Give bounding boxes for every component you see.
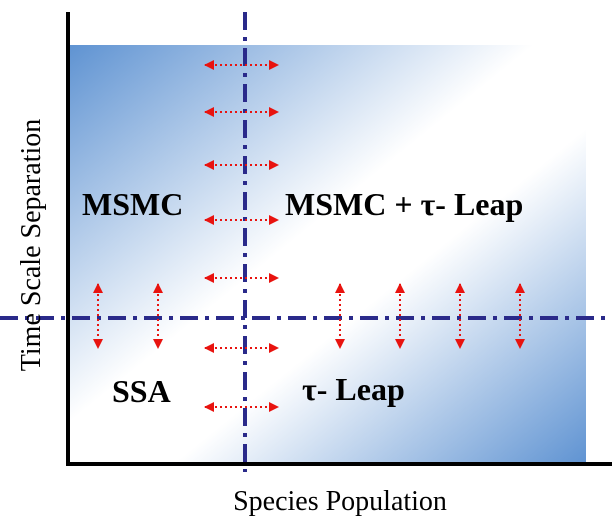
region-label: MSMC bbox=[82, 186, 183, 222]
vertical-arrows bbox=[93, 283, 525, 349]
y-axis-label: Time Scale Separation bbox=[16, 119, 47, 371]
region-label: MSMC + τ- Leap bbox=[285, 186, 523, 222]
background bbox=[70, 45, 586, 464]
region-label: τ- Leap bbox=[302, 371, 405, 407]
region-label: SSA bbox=[112, 373, 171, 409]
x-axis-label: Species Population bbox=[233, 486, 447, 517]
horizontal-arrows bbox=[204, 60, 279, 412]
